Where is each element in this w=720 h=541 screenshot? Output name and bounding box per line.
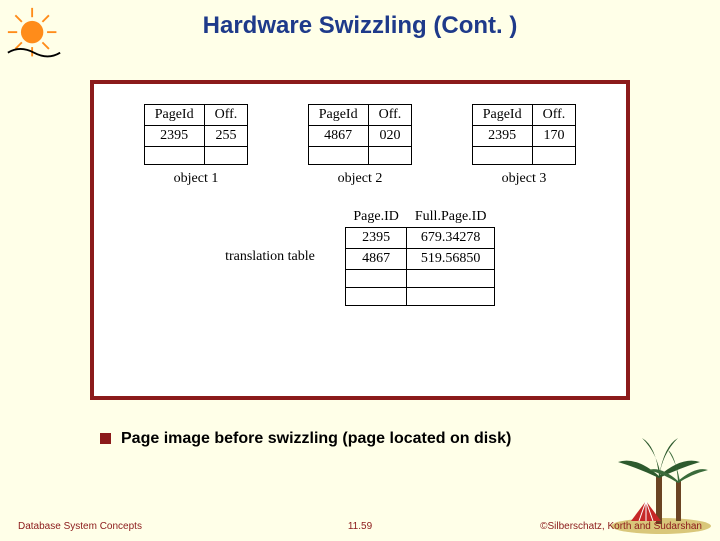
palm-decoration-icon bbox=[606, 426, 716, 536]
bullet-icon bbox=[100, 433, 111, 444]
col-header: PageId bbox=[308, 105, 368, 126]
translation-area: translation table Page.ID Full.Page.ID 2… bbox=[94, 207, 626, 306]
object-3-table: PageId Off. 2395 170 bbox=[472, 104, 577, 165]
translation-label: translation table bbox=[225, 249, 315, 265]
object-1-table: PageId Off. 2395 255 bbox=[144, 104, 249, 165]
col-header: Page.ID bbox=[345, 207, 407, 228]
objects-row: PageId Off. 2395 255 object 1 PageId Off… bbox=[94, 84, 626, 187]
object-3-label: object 3 bbox=[472, 171, 577, 187]
footer-center: 11.59 bbox=[348, 521, 372, 532]
cell: 2395 bbox=[472, 126, 532, 147]
footer-left: Database System Concepts bbox=[18, 521, 142, 532]
footer: Database System Concepts 11.59 ©Silbersc… bbox=[0, 521, 720, 532]
cell: 2395 bbox=[144, 126, 204, 147]
cell: 255 bbox=[204, 126, 248, 147]
col-header: PageId bbox=[144, 105, 204, 126]
cell: 2395 bbox=[345, 228, 407, 249]
object-2-label: object 2 bbox=[308, 171, 413, 187]
figure-panel: PageId Off. 2395 255 object 1 PageId Off… bbox=[90, 80, 630, 400]
col-header: Off. bbox=[532, 105, 576, 126]
object-2: PageId Off. 4867 020 object 2 bbox=[308, 104, 413, 187]
col-header: Off. bbox=[204, 105, 248, 126]
cell: 679.34278 bbox=[407, 228, 495, 249]
translation-table: Page.ID Full.Page.ID 2395 679.34278 4867… bbox=[345, 207, 495, 306]
cell: 4867 bbox=[308, 126, 368, 147]
object-1-label: object 1 bbox=[144, 171, 249, 187]
cell: 4867 bbox=[345, 249, 407, 270]
cell: 519.56850 bbox=[407, 249, 495, 270]
bullet-text: Page image before swizzling (page locate… bbox=[121, 430, 511, 447]
col-header: Off. bbox=[368, 105, 412, 126]
sun-decoration-icon bbox=[6, 6, 62, 62]
object-2-table: PageId Off. 4867 020 bbox=[308, 104, 413, 165]
cell: 170 bbox=[532, 126, 576, 147]
col-header: PageId bbox=[472, 105, 532, 126]
bullet-line: Page image before swizzling (page locate… bbox=[100, 430, 511, 448]
object-1: PageId Off. 2395 255 object 1 bbox=[144, 104, 249, 187]
footer-right: ©Silberschatz, Korth and Sudarshan bbox=[540, 521, 702, 532]
slide-title: Hardware Swizzling (Cont. ) bbox=[0, 0, 720, 40]
cell: 020 bbox=[368, 126, 412, 147]
object-3: PageId Off. 2395 170 object 3 bbox=[472, 104, 577, 187]
col-header: Full.Page.ID bbox=[407, 207, 495, 228]
